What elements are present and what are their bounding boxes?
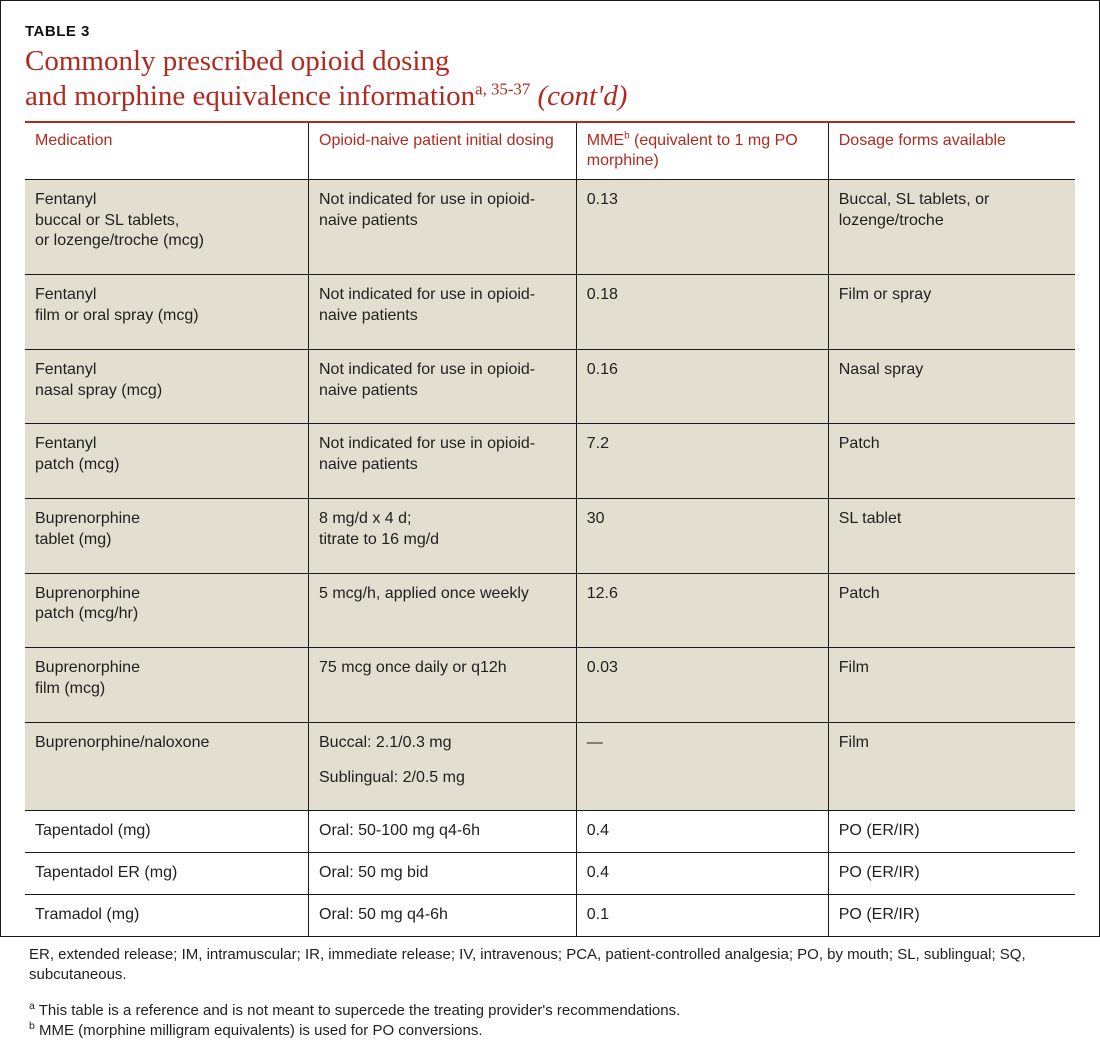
- cell-medication: Tapentadol (mg): [25, 811, 309, 853]
- footnote-a-text: This table is a reference and is not mea…: [35, 1002, 680, 1019]
- dosing-line2: titrate to 16 mg/d: [319, 530, 566, 551]
- cell-dosing: Oral: 50 mg q4-6h: [309, 894, 577, 936]
- title-line1: Commonly prescribed opioid dosing: [25, 45, 450, 77]
- cell-dosing: 8 mg/d x 4 d;titrate to 16 mg/d: [309, 498, 577, 573]
- cell-medication: Tapentadol ER (mg): [25, 853, 309, 895]
- cell-mme: 0.4: [576, 853, 828, 895]
- cell-mme: 0.03: [576, 648, 828, 723]
- col-mme: MMEb (equivalent to 1 mg PO morphine): [576, 122, 828, 180]
- cell-mme: —: [576, 722, 828, 811]
- med-line3: or lozenge/troche (mcg): [35, 231, 298, 252]
- title-contd: (cont'd): [530, 80, 627, 112]
- med-line1: Buprenorphine/naloxone: [35, 733, 298, 754]
- table-row: Fentanylpatch (mcg)Not indicated for use…: [25, 424, 1075, 499]
- table-number-label: TABLE 3: [25, 23, 1075, 40]
- col-medication: Medication: [25, 122, 309, 180]
- cell-dosing: Not indicated for use in opioid-naive pa…: [309, 179, 577, 274]
- med-line2: buccal or SL tablets,: [35, 211, 298, 232]
- med-line2: film or oral spray (mcg): [35, 306, 298, 327]
- med-line1: Fentanyl: [35, 190, 298, 211]
- cell-mme: 12.6: [576, 573, 828, 648]
- cell-forms: SL tablet: [828, 498, 1075, 573]
- cell-mme: 7.2: [576, 424, 828, 499]
- cell-mme: 0.18: [576, 275, 828, 350]
- med-line2: film (mcg): [35, 679, 298, 700]
- table-row: Fentanylnasal spray (mcg)Not indicated f…: [25, 349, 1075, 424]
- cell-medication: Fentanylnasal spray (mcg): [25, 349, 309, 424]
- table-row: Buprenorphinefilm (mcg)75 mcg once daily…: [25, 648, 1075, 723]
- title-line2: and morphine equivalence information: [25, 80, 475, 112]
- cell-forms: Film: [828, 722, 1075, 811]
- table-row: Tapentadol ER (mg) Oral: 50 mg bid0.4PO (…: [25, 853, 1075, 895]
- med-line1: Buprenorphine: [35, 509, 298, 530]
- cell-medication: Tramadol (mg): [25, 894, 309, 936]
- cell-dosing: Not indicated for use in opioid-naive pa…: [309, 424, 577, 499]
- cell-dosing: Not indicated for use in opioid-naive pa…: [309, 275, 577, 350]
- med-line1: Fentanyl: [35, 360, 298, 381]
- footnote-b: b MME (morphine milligram equivalents) i…: [29, 1021, 1071, 1041]
- title-superscript: a, 35-37: [475, 80, 530, 99]
- cell-forms: PO (ER/IR): [828, 853, 1075, 895]
- table-row: Fentanylfilm or oral spray (mcg)Not indi…: [25, 275, 1075, 350]
- table-row: Tramadol (mg) Oral: 50 mg q4-6h0.1PO (ER/…: [25, 894, 1075, 936]
- dosing-p2: Sublingual: 2/0.5 mg: [319, 768, 566, 789]
- cell-dosing: Oral: 50-100 mg q4-6h: [309, 811, 577, 853]
- cell-dosing: Oral: 50 mg bid: [309, 853, 577, 895]
- med-line1: Fentanyl: [35, 434, 298, 455]
- cell-medication: Buprenorphinetablet (mg): [25, 498, 309, 573]
- med-line1: Buprenorphine: [35, 584, 298, 605]
- col-forms: Dosage forms available: [828, 122, 1075, 180]
- med-line2: patch (mcg): [35, 455, 298, 476]
- cell-dosing: 5 mcg/h, applied once weekly: [309, 573, 577, 648]
- cell-mme: 0.1: [576, 894, 828, 936]
- cell-mme: 30: [576, 498, 828, 573]
- cell-forms: Buccal, SL tablets, or lozenge/troche: [828, 179, 1075, 274]
- cell-forms: Patch: [828, 573, 1075, 648]
- col-mme-pre: MME: [587, 132, 624, 149]
- med-line1: Tapentadol (mg): [35, 821, 298, 842]
- table-title: Commonly prescribed opioid dosing and mo…: [25, 44, 1075, 115]
- cell-dosing: 75 mcg once daily or q12h: [309, 648, 577, 723]
- table-row: Tapentadol (mg) Oral: 50-100 mg q4-6h0.4P…: [25, 811, 1075, 853]
- cell-forms: Nasal spray: [828, 349, 1075, 424]
- cell-mme: 0.13: [576, 179, 828, 274]
- cell-forms: Film: [828, 648, 1075, 723]
- cell-forms: Patch: [828, 424, 1075, 499]
- med-line1: Buprenorphine: [35, 658, 298, 679]
- med-line1: Tapentadol ER (mg): [35, 863, 298, 884]
- footnote-a: a This table is a reference and is not m…: [29, 1001, 1071, 1021]
- med-line1: Fentanyl: [35, 285, 298, 306]
- table-row: Buprenorphinetablet (mg)8 mg/d x 4 d;tit…: [25, 498, 1075, 573]
- cell-medication: Fentanylpatch (mcg): [25, 424, 309, 499]
- cell-medication: Buprenorphinepatch (mcg/hr): [25, 573, 309, 648]
- cell-mme: 0.4: [576, 811, 828, 853]
- dosing-line1: 8 mg/d x 4 d;: [319, 509, 566, 530]
- table-row: Buprenorphinepatch (mcg/hr)5 mcg/h, appl…: [25, 573, 1075, 648]
- footnote-b-text: MME (morphine milligram equivalents) is …: [35, 1022, 483, 1039]
- cell-dosing: Buccal: 2.1/0.3 mg Sublingual: 2/0.5 mg: [309, 722, 577, 811]
- cell-medication: Buprenorphinefilm (mcg): [25, 648, 309, 723]
- opioid-table: Medication Opioid-naive patient initial …: [25, 121, 1075, 937]
- med-line2: patch (mcg/hr): [35, 604, 298, 625]
- cell-forms: Film or spray: [828, 275, 1075, 350]
- table-page: TABLE 3 Commonly prescribed opioid dosin…: [0, 0, 1100, 937]
- abbreviations: ER, extended release; IM, intramuscular;…: [29, 945, 1071, 986]
- med-line2: tablet (mg): [35, 530, 298, 551]
- med-line2: nasal spray (mcg): [35, 381, 298, 402]
- cell-forms: PO (ER/IR): [828, 894, 1075, 936]
- table-row: Fentanylbuccal or SL tablets,or lozenge/…: [25, 179, 1075, 274]
- cell-dosing: Not indicated for use in opioid-naive pa…: [309, 349, 577, 424]
- dosing-p1: Buccal: 2.1/0.3 mg: [319, 733, 566, 754]
- med-line1: Tramadol (mg): [35, 905, 298, 926]
- cell-mme: 0.16: [576, 349, 828, 424]
- footnotes: ER, extended release; IM, intramuscular;…: [25, 937, 1075, 1042]
- table-body: Fentanylbuccal or SL tablets,or lozenge/…: [25, 179, 1075, 936]
- cell-medication: Fentanylfilm or oral spray (mcg): [25, 275, 309, 350]
- col-initial-dosing: Opioid-naive patient initial dosing: [309, 122, 577, 180]
- cell-forms: PO (ER/IR): [828, 811, 1075, 853]
- cell-medication: Fentanylbuccal or SL tablets,or lozenge/…: [25, 179, 309, 274]
- table-row: Buprenorphine/naloxone Buccal: 2.1/0.3 mg…: [25, 722, 1075, 811]
- table-header-row: Medication Opioid-naive patient initial …: [25, 122, 1075, 180]
- cell-medication: Buprenorphine/naloxone: [25, 722, 309, 811]
